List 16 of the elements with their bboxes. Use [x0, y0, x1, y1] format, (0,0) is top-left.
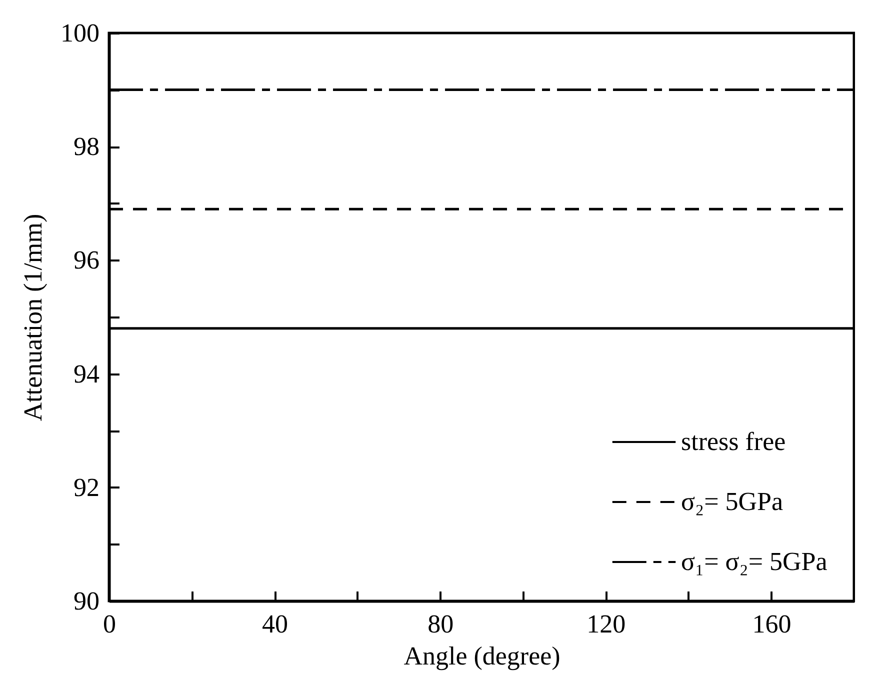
y-tick-label: 94	[74, 359, 100, 388]
y-tick-label: 98	[74, 132, 100, 162]
y-tick-label: 96	[74, 246, 100, 275]
x-tick-label: 80	[428, 610, 454, 638]
x-axis-title: Angle (degree)	[404, 642, 560, 670]
x-tick-label: 160	[752, 610, 792, 638]
y-tick-label: 90	[74, 586, 100, 616]
legend-label: σ₁= σ₂= 5GPa	[681, 547, 828, 576]
legend-label: σ₂= 5GPa	[681, 487, 784, 516]
y-tick-label: 92	[74, 472, 100, 502]
y-tick-label: 100	[60, 18, 100, 48]
x-tick-label: 0	[103, 610, 116, 638]
y-axis-title: Attenuation (1/mm)	[18, 214, 48, 422]
x-tick-label: 120	[586, 610, 626, 638]
x-tick-label: 40	[262, 610, 288, 638]
legend-label: stress free	[681, 427, 786, 456]
